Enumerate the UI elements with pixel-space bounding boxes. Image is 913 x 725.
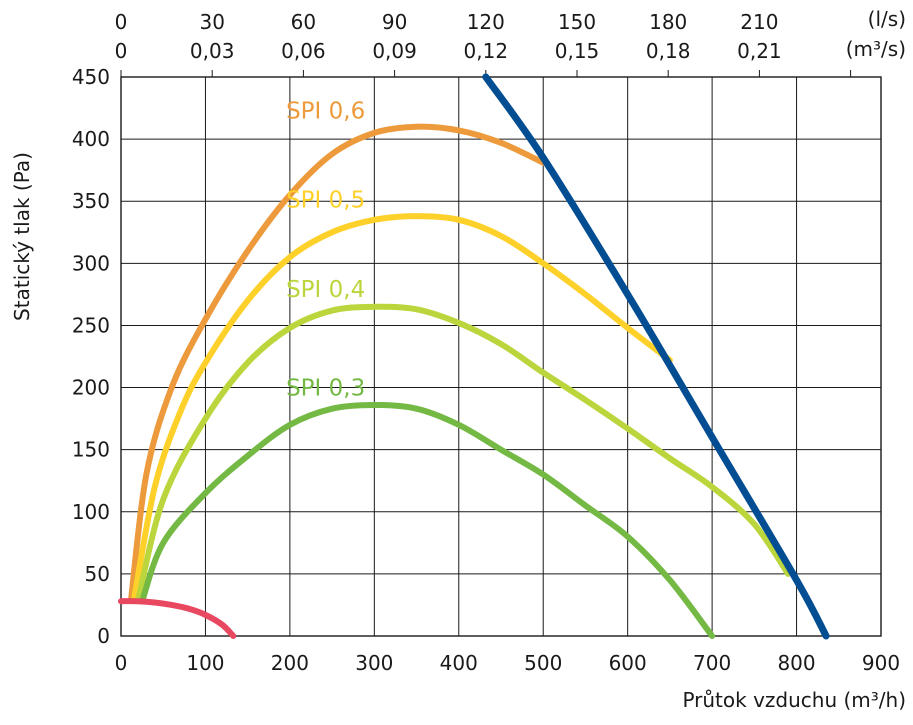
y-tick-label: 250	[72, 313, 110, 337]
curve-spi-06	[128, 123, 547, 602]
y-tick-label: 300	[72, 251, 110, 275]
series-label: SPI 0,4	[286, 277, 365, 303]
top-axis-tick-label: 0	[115, 39, 128, 63]
top-axis-tick-label: 0,12	[464, 39, 509, 63]
top-axis-tick-label: 0,21	[737, 39, 782, 63]
top-axis-tick-label: 60	[291, 10, 316, 34]
series-labels: SPI 0,6 SPI 0,5 SPI 0,4 SPI 0,3	[286, 98, 365, 401]
top-axis-tick-label: 0,15	[555, 39, 600, 63]
x-tick-label: 900	[862, 651, 900, 675]
x-tick-label: 500	[524, 651, 562, 675]
top-axis-tick-label: 90	[382, 10, 407, 34]
y-tick-label: 150	[72, 438, 110, 462]
series-label: SPI 0,3	[286, 375, 365, 401]
top-axis-tick-label: 120	[467, 10, 505, 34]
top-axis-tick-label: 0,09	[372, 39, 417, 63]
curve-red	[118, 598, 237, 639]
top-axis-tick-label: 0,18	[646, 39, 691, 63]
tick-labels: 0 100 200 300 400 500 600 700 800 900050100150200…	[72, 10, 900, 675]
x-axis-label: Průtok vzduchu (m³/h)	[682, 688, 906, 712]
top-axis-tick-label: 0	[115, 10, 128, 34]
plot-frame	[120, 76, 882, 637]
x-tick-label: 200	[271, 651, 309, 675]
curve-spi-03	[139, 401, 716, 639]
curves	[118, 73, 830, 640]
grid	[120, 70, 882, 637]
y-tick-label: 0	[97, 624, 110, 648]
curve-spi-04	[134, 303, 792, 605]
x-tick-label: 0	[115, 651, 128, 675]
y-tick-label: 350	[72, 189, 110, 213]
top-axis-tick-label: 150	[558, 10, 596, 34]
series-label: SPI 0,6	[286, 98, 365, 124]
top-axis-tick-label: 180	[649, 10, 687, 34]
y-tick-label: 450	[72, 65, 110, 89]
y-tick-label: 50	[85, 562, 110, 586]
y-tick-label: 400	[72, 127, 110, 151]
curve-spi-05	[130, 213, 673, 605]
top-axis-unit-ls: (l/s)	[868, 7, 906, 31]
x-tick-label: 800	[777, 651, 815, 675]
x-tick-label: 700	[693, 651, 731, 675]
top-axis-tick-label: 210	[740, 10, 778, 34]
y-tick-label: 200	[72, 376, 110, 400]
x-tick-label: 100	[186, 651, 224, 675]
x-tick-label: 300	[355, 651, 393, 675]
y-axis-label: Statický tlak (Pa)	[10, 152, 34, 321]
top-axis-tick-label: 30	[199, 10, 224, 34]
x-tick-label: 600	[609, 651, 647, 675]
top-axis-unit-m3s: (m³/s)	[846, 37, 906, 61]
x-tick-label: 400	[440, 651, 478, 675]
curve-blue	[482, 73, 830, 640]
top-axis-tick-label: 0,06	[281, 39, 326, 63]
series-label: SPI 0,5	[286, 188, 365, 214]
top-axis-tick-label: 0,03	[190, 39, 235, 63]
y-tick-label: 100	[72, 500, 110, 524]
